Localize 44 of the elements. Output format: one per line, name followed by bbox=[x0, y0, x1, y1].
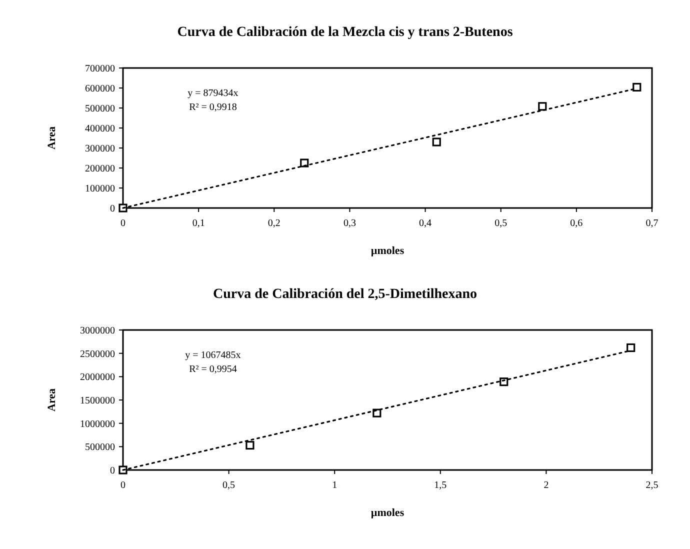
y-axis-title: Area bbox=[46, 126, 58, 150]
x-tick-label: 0,7 bbox=[646, 218, 658, 229]
x-tick-label: 0,5 bbox=[494, 218, 508, 229]
point bbox=[632, 82, 642, 92]
x-tick-label: 0,5 bbox=[222, 480, 236, 491]
y-tick-label: 500000 bbox=[85, 442, 115, 454]
x-tick-label: 0,3 bbox=[343, 218, 356, 229]
annotation: y = 879434x bbox=[188, 88, 238, 99]
x-tick-label: 0,4 bbox=[419, 218, 432, 229]
point bbox=[246, 440, 254, 450]
y-tick-label: 100000 bbox=[85, 184, 115, 194]
annotation: R² = 0,9918 bbox=[189, 102, 237, 113]
annotation: y = 1067485x bbox=[185, 350, 241, 361]
x-axis-title: µmoles bbox=[370, 245, 405, 257]
y-tick-label: 2000000 bbox=[80, 372, 115, 384]
chart-title: Curva de Calibración de la Mezcla cis y trans 2-Butenos bbox=[177, 25, 514, 40]
x-axis-title: µmoles bbox=[370, 507, 405, 519]
x-tick-label: 2,5 bbox=[646, 480, 658, 491]
y-tick-label: 300000 bbox=[85, 144, 115, 154]
y-tick-label: 500000 bbox=[85, 104, 115, 114]
y-tick-label: 600000 bbox=[85, 84, 115, 94]
x-tick-label: 0 bbox=[120, 218, 126, 229]
annotation: R² = 0,9954 bbox=[189, 364, 237, 375]
x-tick-label: 2 bbox=[544, 480, 549, 491]
y-tick-label: 400000 bbox=[85, 124, 115, 134]
y-tick-label: 1000000 bbox=[80, 418, 115, 430]
y-tick-label: 200000 bbox=[85, 164, 115, 174]
y-tick-label: 0 bbox=[110, 204, 115, 214]
point bbox=[626, 343, 636, 352]
y-tick-label: 0 bbox=[110, 466, 115, 476]
x-tick-label: 0,1 bbox=[192, 218, 205, 229]
x-tick-label: 1 bbox=[332, 480, 338, 491]
y-tick-label: 2500000 bbox=[80, 348, 115, 360]
y-tick-label: 3000000 bbox=[80, 326, 115, 336]
y-tick-label: 1500000 bbox=[80, 396, 115, 406]
x-tick-label: 0,2 bbox=[268, 218, 280, 229]
point bbox=[432, 138, 441, 146]
x-tick-label: 0 bbox=[120, 480, 126, 491]
chart-title: Curva de Calibración del 2,5-Dimetilhexano bbox=[212, 287, 478, 302]
y-tick-label: 700000 bbox=[85, 64, 115, 74]
x-tick-label: 1,5 bbox=[434, 480, 447, 491]
y-axis-title: Area bbox=[46, 388, 58, 412]
point bbox=[538, 102, 547, 111]
x-tick-label: 0,6 bbox=[570, 218, 583, 229]
